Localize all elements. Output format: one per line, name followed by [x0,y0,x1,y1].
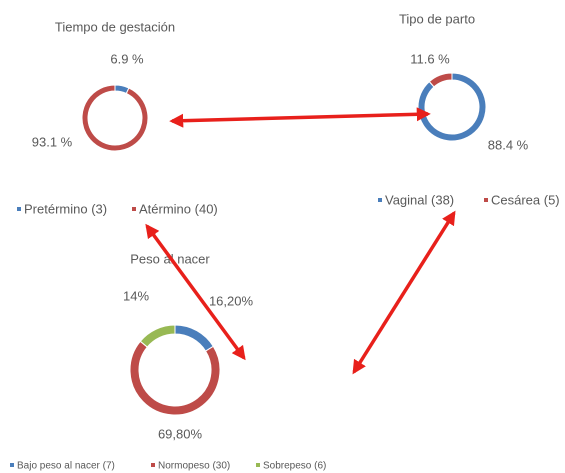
data-label: 11.6 % [410,51,450,66]
donut-segment [129,340,221,416]
donut-segment [417,72,487,142]
legend-label: Cesárea (5) [491,192,560,207]
legend-swatch [17,207,21,211]
data-label: 16,20% [209,293,254,308]
donut-segment [174,324,214,352]
data-label: 14% [123,288,149,303]
arrow [145,223,246,361]
chart-title: Tipo de parto [399,11,475,26]
chart-title: Tiempo de gestación [55,19,175,34]
legend-label: Sobrepeso (6) [263,461,326,472]
legend-swatch [151,463,155,467]
donut-segment [81,84,149,152]
legend-swatch [484,198,488,202]
legend-swatch [378,198,382,202]
donut-segment [139,324,176,348]
legend-label: Pretérmino (3) [24,201,107,216]
legend-label: Bajo peso al nacer (7) [17,461,115,472]
legend-label: Vaginal (38) [385,192,454,207]
legend-swatch [132,207,136,211]
data-label: 88.4 % [488,137,529,152]
data-label: 69,80% [158,426,203,441]
legend-swatch [256,463,260,467]
legend-label: Atérmino (40) [139,201,218,216]
arrows [145,107,456,375]
data-label: 6.9 % [110,51,144,66]
legend-swatch [10,463,14,467]
data-label: 93.1 % [32,134,73,149]
arrow [352,210,456,375]
arrow [169,107,431,128]
donut-segment [428,72,453,88]
legend-label: Normopeso (30) [158,461,230,472]
